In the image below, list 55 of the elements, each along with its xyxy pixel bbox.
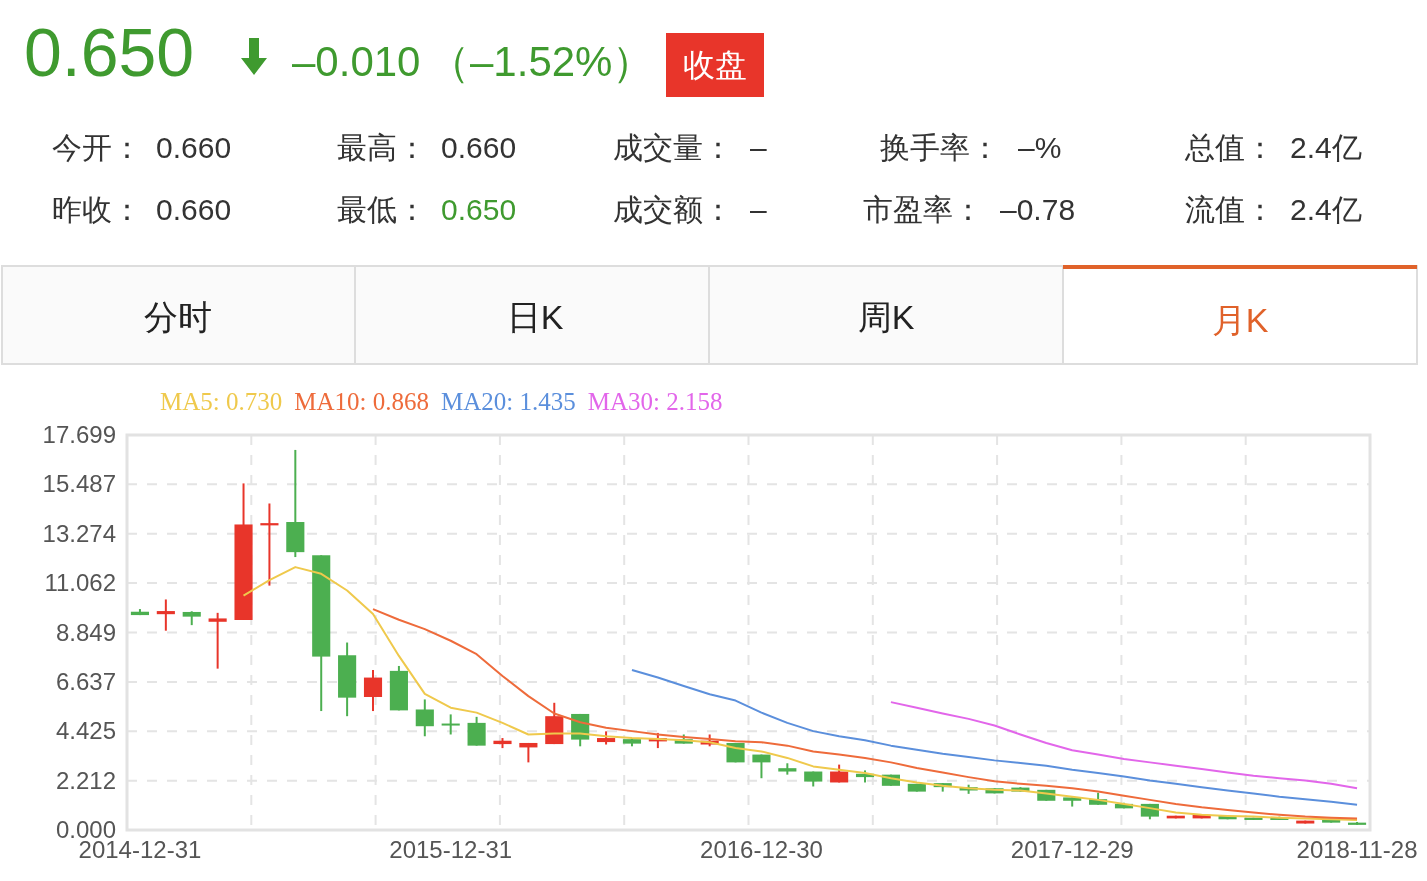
text: MA20: 1.435 xyxy=(440,388,576,415)
candlestick xyxy=(260,502,279,587)
text: – xyxy=(750,131,767,164)
text: MA5: 0.730 xyxy=(160,388,283,415)
text: 今开： xyxy=(52,131,142,164)
candlestick xyxy=(415,698,434,738)
text: 成交量： xyxy=(613,131,733,164)
x-tick-label: 2015-12-31 xyxy=(389,836,513,863)
y-tick-label: 17.699 xyxy=(42,421,116,448)
candlestick xyxy=(156,598,175,632)
candlestick xyxy=(208,611,227,670)
candlestick xyxy=(441,713,460,736)
text: – xyxy=(750,193,767,226)
text: 最高： xyxy=(337,131,427,164)
text: MA10: 0.868 xyxy=(294,388,429,415)
y-tick-label: 13.274 xyxy=(42,519,116,547)
text: –% xyxy=(1018,131,1062,164)
text: 换手率： xyxy=(880,131,1000,164)
text: 0.660 xyxy=(156,193,232,226)
line-series xyxy=(889,701,1359,790)
text: 2.4亿 xyxy=(1290,131,1362,164)
line-series xyxy=(372,608,1359,820)
candlestick xyxy=(467,715,486,747)
y-tick-label: 8.849 xyxy=(55,618,116,646)
text: （–1.52%） xyxy=(428,38,655,85)
text: 最低： xyxy=(337,193,427,226)
line-series xyxy=(630,668,1359,806)
line-series xyxy=(242,566,1359,821)
text: 0.650 xyxy=(441,193,517,226)
text: –0.78 xyxy=(1000,193,1076,226)
x-tick-label: 2017-12-29 xyxy=(1010,836,1134,863)
text: 周K xyxy=(857,298,915,336)
text: 总值： xyxy=(1184,131,1275,164)
text: 0.650 xyxy=(24,14,195,90)
y-tick-label: 11.062 xyxy=(44,569,116,597)
y-tick-label: 2.212 xyxy=(55,766,116,794)
y-tick-label: 6.637 xyxy=(55,667,116,695)
text: 流值： xyxy=(1185,193,1275,226)
x-tick-label: 2016-12-30 xyxy=(700,836,823,863)
text: MA30: 2.158 xyxy=(587,388,723,415)
text: 2.4亿 xyxy=(1290,193,1362,226)
y-tick-label: 15.487 xyxy=(42,470,116,498)
text: 成交额： xyxy=(613,193,733,226)
text: 月K xyxy=(1211,301,1269,339)
text: 收盘 xyxy=(683,47,747,83)
y-tick-label: 4.425 xyxy=(55,717,116,745)
text: –0.010 xyxy=(292,38,421,85)
text: 日K xyxy=(506,298,564,336)
candlestick xyxy=(363,668,383,713)
text: 0.660 xyxy=(441,131,517,164)
text: 市盈率： xyxy=(863,193,983,226)
text: 分时 xyxy=(144,298,212,336)
text: 0.660 xyxy=(156,131,232,164)
text: 昨收： xyxy=(52,193,142,226)
x-tick-label: 2018-11-28 xyxy=(1296,836,1418,863)
